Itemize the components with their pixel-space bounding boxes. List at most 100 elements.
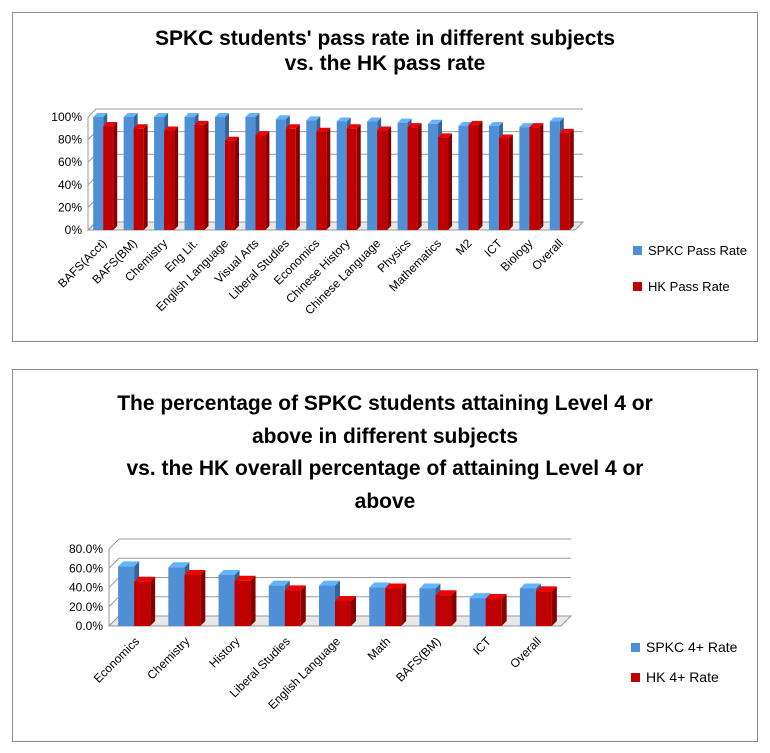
bar-side <box>551 586 557 626</box>
bar-hk-4-rate <box>134 576 156 626</box>
bar-hk-pass-rate <box>468 120 483 230</box>
bar-front <box>369 587 386 626</box>
x-tick-label: M2 <box>453 236 475 258</box>
legend-label: SPKC Pass Rate <box>648 242 747 258</box>
bar-front <box>118 566 135 626</box>
bar-top <box>319 580 340 586</box>
legend-item-hk: HK 4+ Rate <box>631 668 737 686</box>
bar-top <box>369 582 391 588</box>
bar-side <box>265 131 270 230</box>
bar-front <box>488 126 499 230</box>
bar-side <box>113 122 118 230</box>
bar-front <box>275 119 286 230</box>
bar-side <box>204 120 209 230</box>
bar-top <box>367 117 382 122</box>
bar-side <box>387 126 392 230</box>
bar-side <box>300 585 306 626</box>
bar-front <box>316 131 327 230</box>
bar-side <box>174 126 179 230</box>
bar-front <box>438 137 449 230</box>
legend-swatch <box>631 642 640 652</box>
bar-front <box>377 130 388 230</box>
bar-hk-pass-rate <box>164 126 179 230</box>
bar-front <box>306 120 317 230</box>
bar-front <box>319 585 335 626</box>
bar-top <box>168 562 190 568</box>
bar-top <box>435 590 457 596</box>
bar-hk-pass-rate <box>285 124 300 230</box>
bar-hk-4-rate <box>385 583 407 626</box>
bar-front <box>428 123 439 230</box>
bar-hk-pass-rate <box>255 131 270 230</box>
bar-hk-pass-rate <box>194 120 209 230</box>
bar-hk-4-rate <box>485 594 507 626</box>
bar-hk-pass-rate <box>133 124 148 230</box>
pass-rate-chart: SPKC students' pass rate in different su… <box>12 12 758 342</box>
bar-front <box>255 135 266 230</box>
x-tick-label: Economics <box>91 634 142 685</box>
bar-front <box>268 585 285 626</box>
bar-hk-4-rate <box>184 569 206 626</box>
bar-front <box>407 127 418 230</box>
bar-top <box>306 116 321 121</box>
level4-rate-chart: The percentage of SPKC students attainin… <box>12 369 758 742</box>
bar-front <box>559 132 570 230</box>
bar-hk-pass-rate <box>224 136 239 230</box>
bar-hk-pass-rate <box>559 128 574 230</box>
bar-top <box>407 123 422 128</box>
bar-front <box>549 121 560 230</box>
chart-legend: SPKC Pass Rate HK Pass Rate <box>633 241 747 295</box>
x-tick-label: Biology <box>498 236 536 274</box>
bar-front <box>93 117 104 230</box>
bar-front <box>336 121 347 230</box>
bar-side <box>401 583 407 626</box>
bar-hk-4-rate <box>535 586 557 626</box>
bar-front <box>154 117 165 230</box>
bar-front <box>123 117 134 230</box>
bar-top <box>118 561 140 567</box>
bar-top <box>498 134 513 139</box>
legend-label: HK Pass Rate <box>648 278 730 294</box>
bar-front <box>385 588 402 626</box>
bar-front <box>103 126 114 230</box>
bar-front <box>285 128 296 230</box>
bar-top <box>184 113 199 117</box>
bar-top <box>214 113 229 117</box>
y-tick-label: 80% <box>58 133 82 147</box>
legend-label: SPKC 4+ Rate <box>646 639 738 655</box>
bar-top <box>284 585 306 591</box>
bar-top <box>194 120 209 125</box>
bar-hk-pass-rate <box>498 134 513 230</box>
bar-hk-pass-rate <box>346 124 361 230</box>
chart-title: SPKC students' pass rate in different su… <box>13 27 757 77</box>
bar-side <box>508 134 513 230</box>
bar-side <box>143 124 148 230</box>
bar-top <box>468 120 483 125</box>
bar-front <box>214 117 225 230</box>
bar-front <box>194 124 205 230</box>
y-tick-label: 60.0% <box>69 561 103 575</box>
bar-top <box>93 113 108 117</box>
bar-side <box>326 127 331 230</box>
pass-rate-plot: 0%20%40%60%80%100%BAFS(Acct)BAFS(BM)Chem… <box>51 108 585 317</box>
bar-front <box>468 124 479 230</box>
bar-side <box>569 128 574 230</box>
bar-side <box>478 120 483 230</box>
bar-hk-4-rate <box>435 590 457 626</box>
bar-top <box>519 123 534 128</box>
legend-item-hk: HK Pass Rate <box>633 277 747 295</box>
bar-hk-pass-rate <box>529 123 544 230</box>
bar-front <box>397 122 408 230</box>
bar-front <box>224 140 235 230</box>
x-tick-label: Math <box>365 634 394 663</box>
level4-rate-plot: 0.0% 20.0% 40.0% 60.0% 80.0% Economics Chemist… <box>69 538 573 712</box>
bar-front <box>458 126 469 230</box>
bar-front <box>435 595 452 626</box>
bar-front <box>367 121 378 230</box>
bar-top <box>335 595 356 601</box>
bar-front <box>335 600 351 626</box>
x-tick-label: ICT <box>470 634 494 658</box>
chart-title-line: vs. the HK overall percentage of attaini… <box>126 457 644 481</box>
bar-front <box>133 128 144 230</box>
x-tick-label: History <box>206 634 242 670</box>
